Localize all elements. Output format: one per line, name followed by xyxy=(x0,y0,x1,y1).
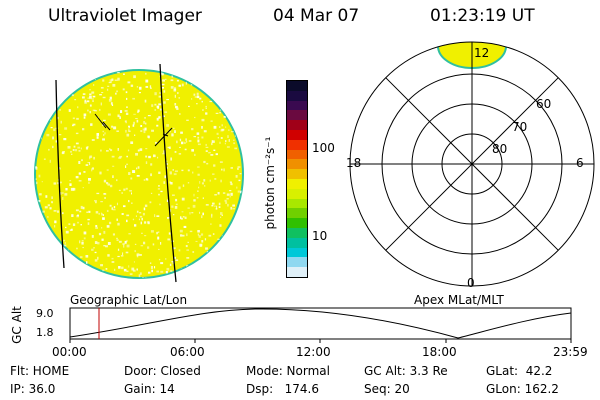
x-tick-1200: 12:00 xyxy=(296,345,331,359)
colorbar-segment xyxy=(287,257,307,268)
feature-mark-2 xyxy=(154,127,173,147)
mlt-label-0: 0 xyxy=(467,276,475,290)
colorbar-segment xyxy=(287,198,307,209)
x-tick-1800: 18:00 xyxy=(422,345,457,359)
date-label: 04 Mar 07 xyxy=(273,6,360,26)
earth-disk xyxy=(34,69,244,279)
x-tick-0000: 00:00 xyxy=(52,345,87,359)
info-glon: GLon: 162.2 xyxy=(486,382,559,396)
colorbar xyxy=(286,80,308,278)
timeline-y-tick-9: 9.0 xyxy=(36,307,54,320)
colorbar-segment xyxy=(287,110,307,121)
lat-label-60: 60 xyxy=(536,97,552,111)
feature-mark xyxy=(94,113,111,131)
polar-ring-outer xyxy=(349,41,595,287)
info-dsp: Dsp: 174.6 xyxy=(246,382,319,396)
aurora-patch xyxy=(437,42,507,69)
lat-label-70: 70 xyxy=(512,120,528,134)
colorbar-segment xyxy=(287,218,307,228)
mlt-label-12: 12 xyxy=(474,46,490,60)
colorbar-segment xyxy=(287,100,307,111)
polar-diagonal-1 xyxy=(385,77,559,251)
meridian-line-left xyxy=(55,79,65,269)
colorbar-segment xyxy=(287,149,307,160)
colorbar-tick-10: 10 xyxy=(312,229,328,243)
info-ip: IP: 36.0 xyxy=(10,382,56,396)
colorbar-unit-label: photon cm⁻²s⁻¹ xyxy=(263,136,277,230)
info-flight: Flt: HOME xyxy=(10,364,70,378)
colorbar-segment xyxy=(287,129,307,140)
speckle-noise xyxy=(35,70,243,278)
timeline-frame xyxy=(69,307,572,340)
colorbar-segment xyxy=(287,120,307,130)
info-mode: Mode: Normal xyxy=(246,364,330,378)
colorbar-segment xyxy=(287,178,307,189)
colorbar-segment xyxy=(287,169,307,179)
colorbar-segment xyxy=(287,208,307,219)
timeline-y-tick-1.8: 1.8 xyxy=(36,326,54,339)
x-tick-2359: 23:59 xyxy=(553,345,588,359)
info-gc-alt: GC Alt: 3.3 Re xyxy=(364,364,448,378)
colorbar-segment xyxy=(287,139,307,150)
colorbar-tick-100: 100 xyxy=(312,141,335,155)
info-seq: Seq: 20 xyxy=(364,382,410,396)
meridian-line-right xyxy=(159,63,177,283)
info-gain: Gain: 14 xyxy=(124,382,175,396)
colorbar-segment xyxy=(287,188,307,199)
polar-ring-60 xyxy=(381,73,563,255)
lat-label-80: 80 xyxy=(492,142,508,156)
info-door: Door: Closed xyxy=(124,364,201,378)
colorbar-segment xyxy=(287,81,307,91)
mlt-label-18: 18 xyxy=(346,156,362,170)
colorbar-segment xyxy=(287,267,307,277)
timeline-x-ticks xyxy=(69,339,572,343)
polar-diagonal-2 xyxy=(385,77,559,251)
colorbar-segment xyxy=(287,227,307,238)
colorbar-segment xyxy=(287,90,307,101)
colorbar-segment xyxy=(287,237,307,248)
info-glat: GLat: 42.2 xyxy=(486,364,553,378)
colorbar-segment xyxy=(287,247,307,258)
colorbar-segment xyxy=(287,159,307,170)
instrument-title: Ultraviolet Imager xyxy=(48,6,202,26)
timeline-left-title: Geographic Lat/Lon xyxy=(70,293,188,307)
x-tick-0600: 06:00 xyxy=(170,345,205,359)
timeline-y-label: GC Alt xyxy=(10,306,24,344)
time-label: 01:23:19 UT xyxy=(430,6,535,26)
mlt-label-6: 6 xyxy=(576,156,584,170)
timeline-right-title: Apex MLat/MLT xyxy=(414,293,504,307)
altitude-curve xyxy=(69,308,572,339)
